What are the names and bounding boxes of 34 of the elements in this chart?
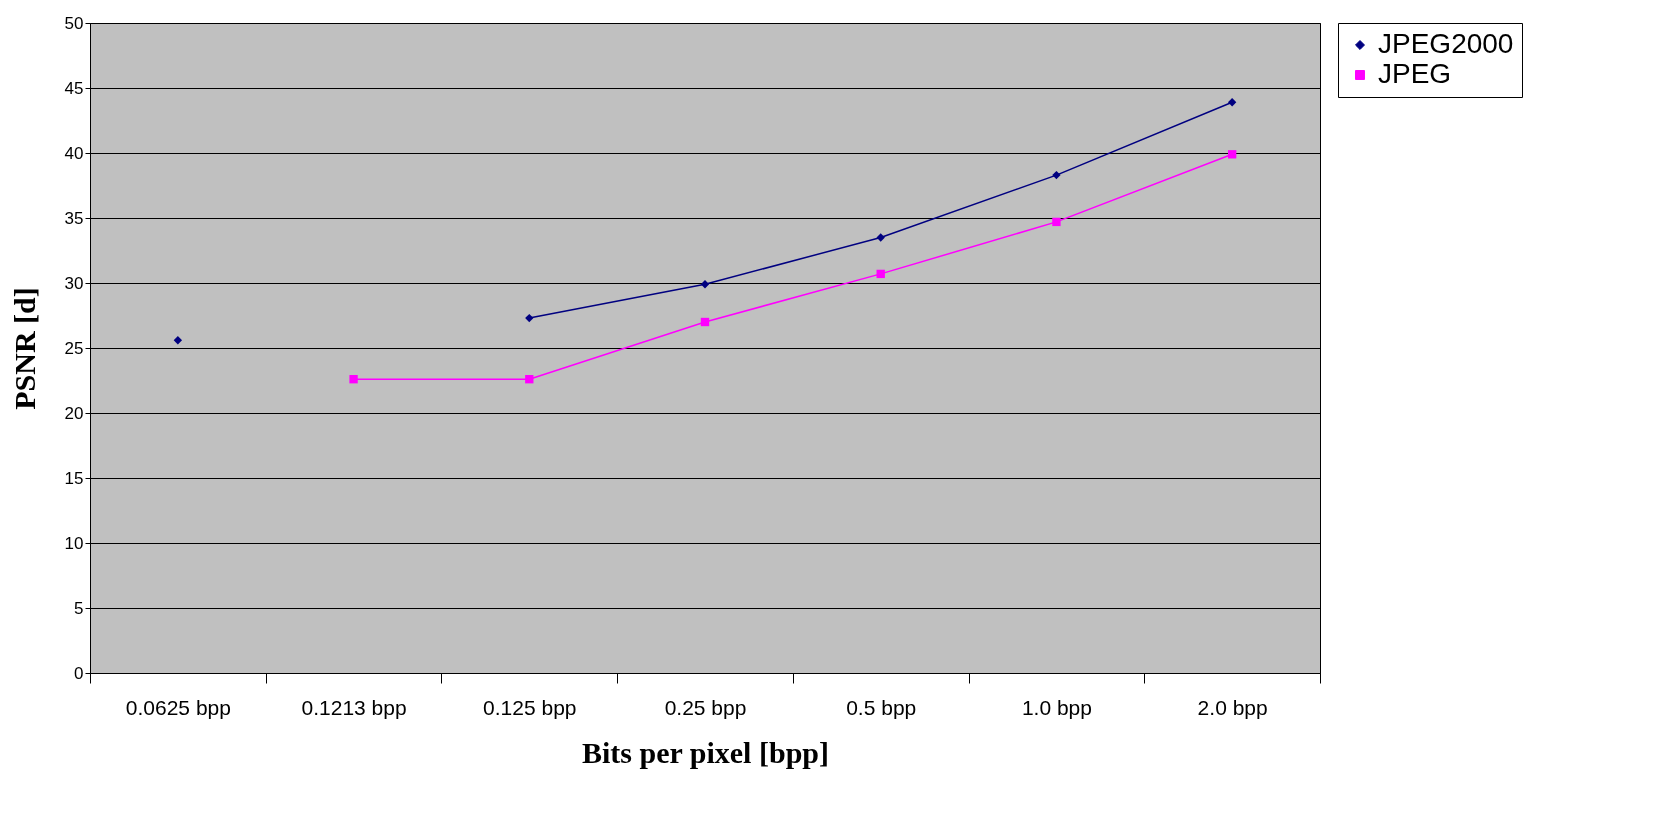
- y-tick-label: 45: [64, 78, 84, 98]
- point: [1227, 98, 1237, 107]
- point: [349, 375, 358, 384]
- point: [700, 317, 710, 327]
- point: [1052, 217, 1061, 227]
- x-axis-title: Bits per pixel [bpp]: [582, 735, 829, 769]
- y-tick-label: 50: [64, 13, 84, 33]
- y-tick-label: 25: [64, 338, 84, 358]
- x-tick-label: 0.125 bpp: [483, 695, 577, 719]
- point: [525, 313, 534, 323]
- y-tick-label: 20: [64, 403, 84, 423]
- y-tick-label: 0: [74, 663, 84, 683]
- legend-label: JPEG: [1378, 58, 1452, 89]
- x-tick-label: 0.0625 bpp: [125, 695, 231, 719]
- x-tick-label: 1.0 bpp: [1021, 695, 1092, 719]
- point: [173, 336, 183, 345]
- x-tick-label: 0.25 bpp: [664, 695, 747, 719]
- point: [1052, 170, 1061, 180]
- x-tick-label: 2.0 bpp: [1197, 695, 1268, 719]
- y-tick-label: 30: [64, 273, 84, 293]
- x-tick-label: 0.5 bpp: [846, 695, 917, 719]
- point: [525, 375, 534, 384]
- y-tick-label: 35: [64, 208, 84, 228]
- point: [876, 233, 885, 242]
- point: [876, 269, 885, 279]
- point: [1227, 150, 1237, 159]
- point: [700, 280, 710, 289]
- x-tick-label: 0.1213 bpp: [301, 695, 407, 719]
- y-axis-title: PSNR [d]: [7, 287, 41, 410]
- y-tick-label: 5: [74, 598, 84, 618]
- y-tick-label: 10: [64, 533, 84, 553]
- y-tick-label: 40: [64, 143, 84, 163]
- legend-label: JPEG2000: [1378, 28, 1514, 59]
- y-tick-label: 15: [64, 468, 84, 488]
